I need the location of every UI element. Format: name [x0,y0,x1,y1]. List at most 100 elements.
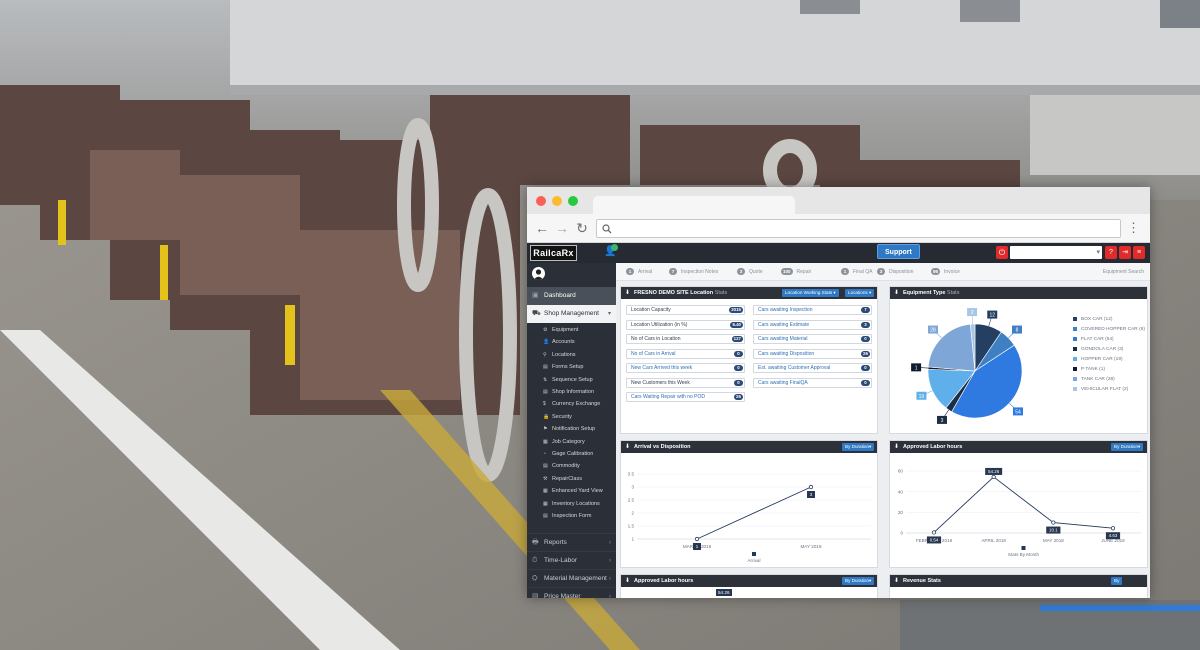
legend-item[interactable]: FLAT CAR (54) [1073,336,1114,343]
legend-label: GONDOLA CAR (3) [1081,347,1124,352]
workflow-step[interactable]: 3 Quote [737,263,763,281]
sidebar-item[interactable]: ▤ Price Master › [527,587,616,598]
workflow-step[interactable]: 1 Arrival [626,263,652,281]
location-stat-row[interactable]: New Customers this Week 0 [626,377,745,388]
avatar[interactable] [532,267,545,280]
notification-badge [611,244,618,251]
chevron-right-icon: › [609,540,611,546]
browser-tab[interactable] [593,196,795,214]
equipment-search-link[interactable]: Equipment Search [1102,269,1144,275]
by-duration-dropdown[interactable]: By Duration▾ [842,443,875,451]
location-stat-row[interactable]: Cars awaiting FinalQA 0 [753,377,872,388]
legend-item[interactable]: COVERED HOPPER CAR (8) [1073,326,1145,333]
sidebar-subitem[interactable]: ▤ Forms Setup [527,361,616,373]
workflow-step[interactable]: 1 Final QA [841,263,872,281]
location-stat-row[interactable]: Location Capacity 2015 [626,305,745,315]
sidebar-subitem[interactable]: ▦ Job Category [527,436,616,448]
back-arrow-icon[interactable]: ← [535,220,549,236]
location-stat-row[interactable]: Cars awaiting Estimate 3 [753,319,872,330]
sidebar-subitem[interactable]: ▦ Inventory Locations [527,498,616,510]
data-point[interactable] [808,484,814,490]
menu-icon[interactable]: ≡ [1133,246,1145,259]
close-window-dot[interactable] [536,196,546,206]
support-button[interactable]: Support [877,244,920,259]
equipment-type-header: ⬇ Equipment Type Stats [890,287,1147,299]
by-duration-dropdown[interactable]: By [1111,577,1123,585]
site-name: FRESNO DEMO SITE [634,290,689,296]
pie-value-label: 28 [930,328,936,334]
sidebar-subitem[interactable]: 👤 Accounts [527,336,616,348]
power-icon[interactable]: ⏻ [996,246,1008,259]
workflow-step[interactable]: 7 Inspection Notes [669,263,718,281]
legend-label[interactable]: Stats By Month [1008,552,1040,557]
arrival-vs-disposition-panel: ⬇ Arrival vs Disposition By Duration▾ 1 1… [620,440,878,568]
pie-value-label: 12 [989,313,995,319]
sidebar-subitem-label: Accounts [552,339,575,346]
pie-label-box [936,415,947,424]
data-point[interactable] [1051,520,1056,525]
maximize-window-dot[interactable] [568,196,578,206]
legend-item[interactable]: P TANK (1) [1073,366,1105,373]
sidebar-subitem[interactable]: $ Currency Exchange [527,398,616,410]
location-stat-row[interactable]: Est. awaiting Customer Approval 0 [753,363,872,373]
sidebar-item-label: Time-Labor [544,557,577,564]
location-stat-row[interactable]: Cars awaiting Disposition 26 [753,348,872,359]
sidebar-item[interactable]: ⏱ Time-Labor › [527,551,616,569]
legend-label[interactable]: Arrival [747,558,760,563]
railcarx-logo[interactable]: RailcaRx [530,245,577,261]
legend-item[interactable]: VEHICULAR FLAT (2) [1073,386,1128,393]
sidebar-subitem[interactable]: ⇅ Sequence Setup [527,374,616,386]
workflow-step[interactable]: 96 Invoice [931,263,960,281]
location-stat-row[interactable]: Cars awaiting Inspection 7 [753,305,872,315]
by-duration-dropdown[interactable]: By Duration▾ [1111,443,1144,451]
by-duration-dropdown[interactable]: By Duration▾ [842,577,875,585]
sidebar-subitem[interactable]: ⚑ Notification Setup [527,423,616,435]
data-point[interactable] [931,530,937,535]
logout-icon[interactable]: ⇥ [1119,246,1131,259]
help-icon[interactable]: ? [1105,246,1117,259]
sidebar-item[interactable]: ⛭ Material Management › [527,569,616,587]
sidebar-subitem[interactable]: ▤ Shop Information [527,386,616,398]
sidebar-item-dashboard[interactable]: ▣ Dashboard [527,287,616,305]
sidebar-item[interactable]: 🖶 Reports › [527,533,616,551]
workflow-step[interactable]: 100 Repair [781,263,811,281]
legend-label: VEHICULAR FLAT (2) [1081,387,1129,392]
sidebar-subitem[interactable]: ▤ Commodity [527,460,616,472]
data-point[interactable] [1110,526,1116,531]
location-working-stats-dropdown[interactable]: Location Working Stats ▾ [782,289,839,297]
legend-item[interactable]: GONDOLA CAR (3) [1073,346,1123,353]
sidebar-subitem[interactable]: ⚒ RepairClass [527,473,616,485]
data-point[interactable] [991,474,996,480]
sidebar-subitem[interactable]: ⚲ Locations [527,349,616,361]
location-stat-row[interactable]: No of Cars in Arrival 0 [626,348,745,359]
location-stat-row[interactable]: Location Utilization (in %) 6.40 [626,319,745,330]
legend-item[interactable]: TANK CAR (28) [1073,376,1115,383]
minimize-window-dot[interactable] [552,196,562,206]
location-stat-row[interactable]: New Cars Arrived this week 0 [626,363,745,373]
location-stat-row[interactable]: Cars awaiting Material 0 [753,334,872,344]
legend-item[interactable]: BOX CAR (12) [1073,316,1112,323]
data-point[interactable] [694,536,700,542]
pie-slice[interactable] [970,323,976,372]
sidebar-subitem[interactable]: 🔒 Security [527,411,616,423]
sidebar-subitem[interactable]: ▦ Enhanced Yard View [527,485,616,497]
location-stat-row[interactable]: Cars Waiting Repair with no POD 26 [626,392,745,402]
user-notification-icon[interactable]: 👤 [604,246,617,257]
location-title: Location [690,290,714,296]
workflow-step[interactable]: 3 Disposition [877,263,913,281]
forward-arrow-icon[interactable]: → [555,220,569,236]
browser-menu-icon[interactable]: ⋮ [1127,220,1140,235]
locations-dropdown[interactable]: Locations ▾ [845,289,875,297]
sidebar-item-shop-management[interactable]: ⛟ Shop Management ▾ [527,305,616,323]
sidebar-subitem[interactable]: ◔ Gage Calibration [527,448,616,460]
sidebar-subitem[interactable]: ▤ Inspection Form [527,510,616,522]
y-tick-label: 3.5 [628,472,635,477]
reload-icon[interactable]: ↻ [576,220,588,236]
legend-label: P TANK (1) [1081,367,1105,372]
legend-item[interactable]: HOPPER CAR (19) [1073,356,1123,363]
location-stat-row[interactable]: No of Cars in Location 127 [626,334,745,344]
sidebar-subitem[interactable]: ⚙ Equipment [527,324,616,336]
address-bar[interactable] [596,219,1121,238]
stat-label: Cars awaiting Material [758,336,808,342]
equipment-search-select[interactable]: ▾ [1010,246,1102,259]
